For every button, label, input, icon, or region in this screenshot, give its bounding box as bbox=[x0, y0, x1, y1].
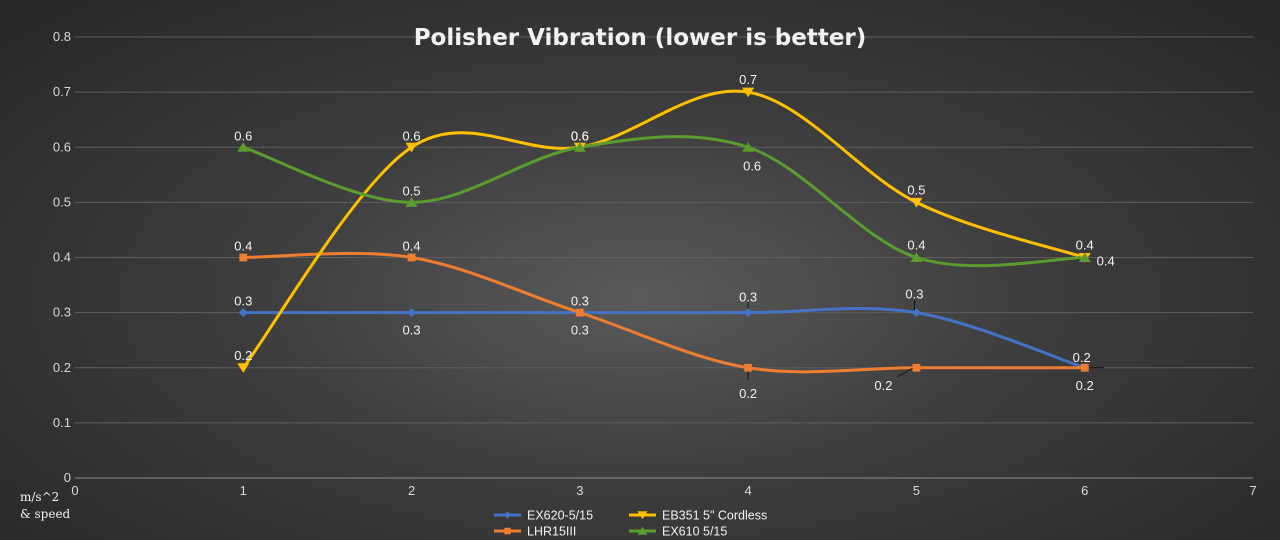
data-label: 0.2 bbox=[1076, 378, 1094, 393]
marker-triangle-down bbox=[910, 197, 923, 208]
legend-label: LHR15III bbox=[527, 525, 576, 539]
marker-triangle-up bbox=[637, 526, 648, 535]
x-tick-label: 6 bbox=[1081, 483, 1088, 498]
y-tick-label: 0.6 bbox=[53, 139, 71, 154]
data-label: 0.6 bbox=[571, 128, 589, 143]
data-label: 0.6 bbox=[743, 158, 761, 173]
y-tick-label: 0.3 bbox=[53, 305, 71, 320]
marker-triangle-up bbox=[1078, 252, 1091, 262]
series-lines bbox=[241, 89, 1087, 374]
data-label: 0.3 bbox=[403, 323, 421, 338]
marker-triangle-down bbox=[405, 142, 418, 153]
series-line bbox=[241, 251, 1087, 374]
data-label: 0.3 bbox=[739, 290, 757, 305]
data-label: 0.5 bbox=[907, 182, 925, 197]
chart-title: Polisher Vibration (lower is better) bbox=[414, 25, 867, 51]
legend-item: EX620-5/15 bbox=[494, 509, 593, 523]
data-label: 0.4 bbox=[907, 238, 925, 253]
data-label: 0.4 bbox=[403, 239, 421, 254]
marker-diamond bbox=[911, 308, 921, 318]
marker-square bbox=[912, 363, 921, 372]
data-label: 0.7 bbox=[739, 72, 757, 87]
data-label: 0.5 bbox=[403, 183, 421, 198]
marker-triangle-up bbox=[910, 252, 923, 262]
data-label: 0.2 bbox=[1073, 350, 1091, 365]
series-markers bbox=[237, 87, 1091, 373]
marker-diamond bbox=[743, 308, 753, 318]
marker-triangle-up bbox=[573, 142, 586, 152]
marker-square bbox=[504, 527, 511, 535]
series-line bbox=[241, 135, 1087, 268]
y-tick-label: 0.2 bbox=[53, 360, 71, 375]
marker-diamond bbox=[407, 308, 417, 318]
data-label: 0.4 bbox=[234, 239, 252, 254]
y-tick-label: 0.4 bbox=[53, 250, 71, 265]
data-label: 0.2 bbox=[234, 348, 252, 363]
legend-item: EX610 5/15 bbox=[629, 525, 727, 539]
x-axis-label-line-2: & speed bbox=[20, 507, 71, 521]
legend-item: EB351 5" Cordless bbox=[629, 509, 767, 523]
data-label: 0.4 bbox=[1097, 254, 1115, 269]
marker-square bbox=[1080, 363, 1089, 372]
marker-square bbox=[575, 308, 584, 317]
x-tick-label: 3 bbox=[576, 483, 583, 498]
x-tick-label: 2 bbox=[408, 483, 415, 498]
marker-triangle-down bbox=[637, 511, 648, 520]
x-axis-label: m/s^2 & speed bbox=[20, 490, 71, 521]
x-axis-label-line-1: m/s^2 bbox=[20, 490, 59, 504]
series-line bbox=[241, 89, 1087, 370]
legend-label: EX610 5/15 bbox=[662, 525, 727, 539]
y-tick-label: 0.7 bbox=[53, 84, 71, 99]
legend: EX620-5/15 LHR15III EB351 5" Cordless EX610… bbox=[494, 509, 767, 539]
y-tick-label: 0.5 bbox=[53, 194, 71, 209]
y-tick-label: 0.1 bbox=[53, 415, 71, 430]
marker-triangle-up bbox=[405, 197, 418, 207]
y-tick-label: 0.8 bbox=[53, 29, 71, 44]
marker-diamond bbox=[238, 308, 248, 318]
data-label: 0.3 bbox=[905, 287, 923, 302]
series-line bbox=[241, 307, 1087, 370]
marker-square bbox=[744, 363, 753, 372]
x-tick-label: 0 bbox=[71, 483, 78, 498]
x-tick-label: 4 bbox=[745, 483, 752, 498]
marker-square bbox=[407, 253, 416, 262]
x-axis-tick-labels: 0 1 2 3 4 5 6 7 bbox=[71, 483, 1256, 498]
leader-line bbox=[897, 367, 914, 378]
y-axis-tick-labels: 0 0.1 0.2 0.3 0.4 0.5 0.6 0.7 0.8 bbox=[53, 29, 71, 485]
data-label: 0.3 bbox=[571, 294, 589, 309]
y-tick-label: 0 bbox=[64, 470, 71, 485]
legend-item: LHR15III bbox=[494, 525, 576, 539]
data-label: 0.3 bbox=[571, 323, 589, 338]
marker-triangle-down bbox=[237, 363, 250, 373]
data-label: 0.6 bbox=[234, 128, 252, 143]
data-label: 0.3 bbox=[234, 294, 252, 309]
legend-label: EX620-5/15 bbox=[527, 509, 593, 523]
data-label: 0.2 bbox=[874, 378, 892, 393]
marker-triangle-down bbox=[742, 87, 755, 98]
marker-diamond bbox=[503, 511, 512, 519]
data-label: 0.2 bbox=[739, 386, 757, 401]
x-tick-label: 1 bbox=[240, 483, 247, 498]
data-label: 0.4 bbox=[1076, 238, 1094, 253]
marker-square bbox=[239, 253, 248, 262]
marker-triangle-up bbox=[237, 142, 250, 152]
legend-label: EB351 5" Cordless bbox=[662, 509, 767, 523]
x-tick-label: 7 bbox=[1249, 483, 1256, 498]
data-label: 0.6 bbox=[403, 128, 421, 143]
marker-triangle-up bbox=[742, 142, 755, 152]
x-tick-label: 5 bbox=[913, 483, 920, 498]
data-label: 0.6 bbox=[571, 128, 589, 143]
data-labels: 0.30.30.3 0.3 0.30.20.4 0.40.30.20.2 0.20.20… bbox=[234, 72, 1115, 401]
